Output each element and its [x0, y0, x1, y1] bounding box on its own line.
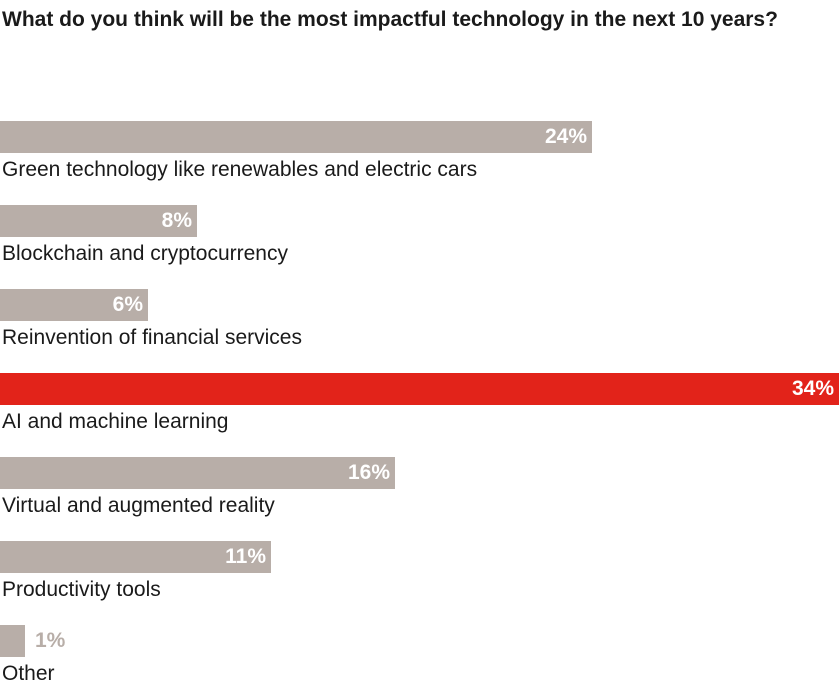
bar-value-label-0: 24% [544, 125, 587, 148]
bar-value-label-5: 11% [225, 545, 266, 568]
bar-5 [0, 541, 271, 573]
category-label-1: Blockchain and cryptocurrency [2, 242, 288, 265]
bar-3 [0, 373, 839, 405]
chart-title: What do you think will be the most impac… [2, 8, 778, 31]
bar-6 [0, 625, 25, 657]
bar-0 [0, 121, 592, 153]
category-label-6: Other [2, 662, 55, 685]
category-label-0: Green technology like renewables and ele… [2, 158, 478, 181]
bar-2 [0, 289, 148, 321]
category-label-2: Reinvention of financial services [2, 326, 302, 349]
bar-value-label-4: 16% [347, 461, 390, 484]
bar-value-label-6: 1% [35, 629, 66, 652]
bar-4 [0, 457, 395, 489]
bar-1 [0, 205, 197, 237]
category-label-3: AI and machine learning [2, 410, 229, 433]
category-label-5: Productivity tools [2, 578, 161, 601]
bar-value-label-1: 8% [161, 209, 192, 232]
bar-value-label-3: 34% [791, 377, 834, 400]
category-label-4: Virtual and augmented reality [2, 494, 275, 517]
bar-value-label-2: 6% [112, 293, 143, 316]
